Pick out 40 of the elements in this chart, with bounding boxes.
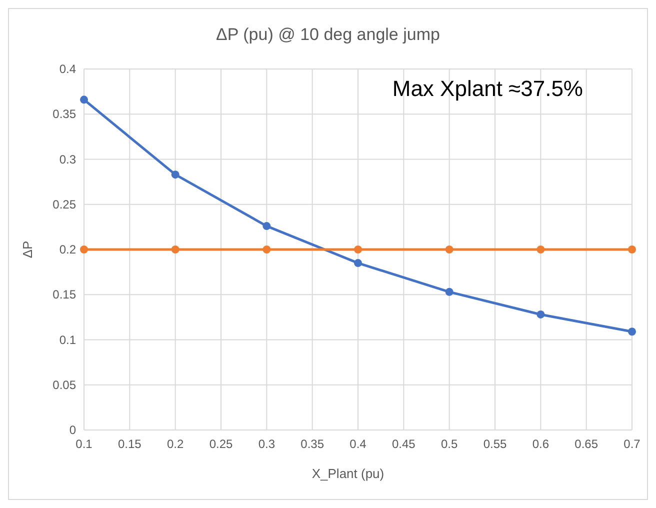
y-tick-label: 0.2 <box>59 242 76 256</box>
y-tick-label: 0.05 <box>52 378 76 392</box>
x-tick-label: 0.5 <box>440 437 458 451</box>
y-tick-label: 0 <box>69 423 76 437</box>
point <box>171 246 180 254</box>
y-tick-label: 0.3 <box>59 152 76 166</box>
x-tick-label: 0.2 <box>166 437 184 451</box>
x-tick-label: 0.6 <box>532 437 550 451</box>
x-tick-label: 0.35 <box>300 437 324 451</box>
annotation: Max Xplant ≈37.5% <box>392 76 583 101</box>
point <box>536 310 545 318</box>
y-tick-label: 0.1 <box>59 332 76 347</box>
x-tick-label: 0.65 <box>574 437 598 451</box>
point <box>445 246 454 254</box>
x-tick-label: 0.1 <box>76 437 93 451</box>
x-tick-label: 0.45 <box>392 437 416 451</box>
x-tick-label: 0.3 <box>258 437 276 451</box>
point <box>354 259 362 268</box>
x-tick-label: 0.25 <box>209 437 233 451</box>
point <box>628 328 636 336</box>
x-tick-label: 0.15 <box>118 437 142 451</box>
x-tick-label: 0.55 <box>483 437 507 451</box>
y-axis-title: ΔP <box>20 240 35 258</box>
x-axis-title: X_Plant (pu) <box>312 466 384 481</box>
chart-title: ΔP (pu) @ 10 deg angle jump <box>216 25 440 44</box>
point <box>80 246 88 254</box>
y-tick-label: 0.4 <box>59 62 76 76</box>
point <box>262 222 271 230</box>
point <box>354 246 362 254</box>
x-tick-label: 0.7 <box>624 437 641 451</box>
x-tick-label: 0.4 <box>350 437 367 451</box>
point <box>445 288 454 296</box>
y-tick-label: 0.25 <box>52 197 76 212</box>
point <box>171 170 180 179</box>
y-tick-label: 0.35 <box>52 107 76 122</box>
point <box>80 96 88 104</box>
point <box>262 246 271 254</box>
y-tick-label: 0.15 <box>52 288 76 302</box>
point <box>628 246 636 254</box>
point <box>536 246 545 254</box>
